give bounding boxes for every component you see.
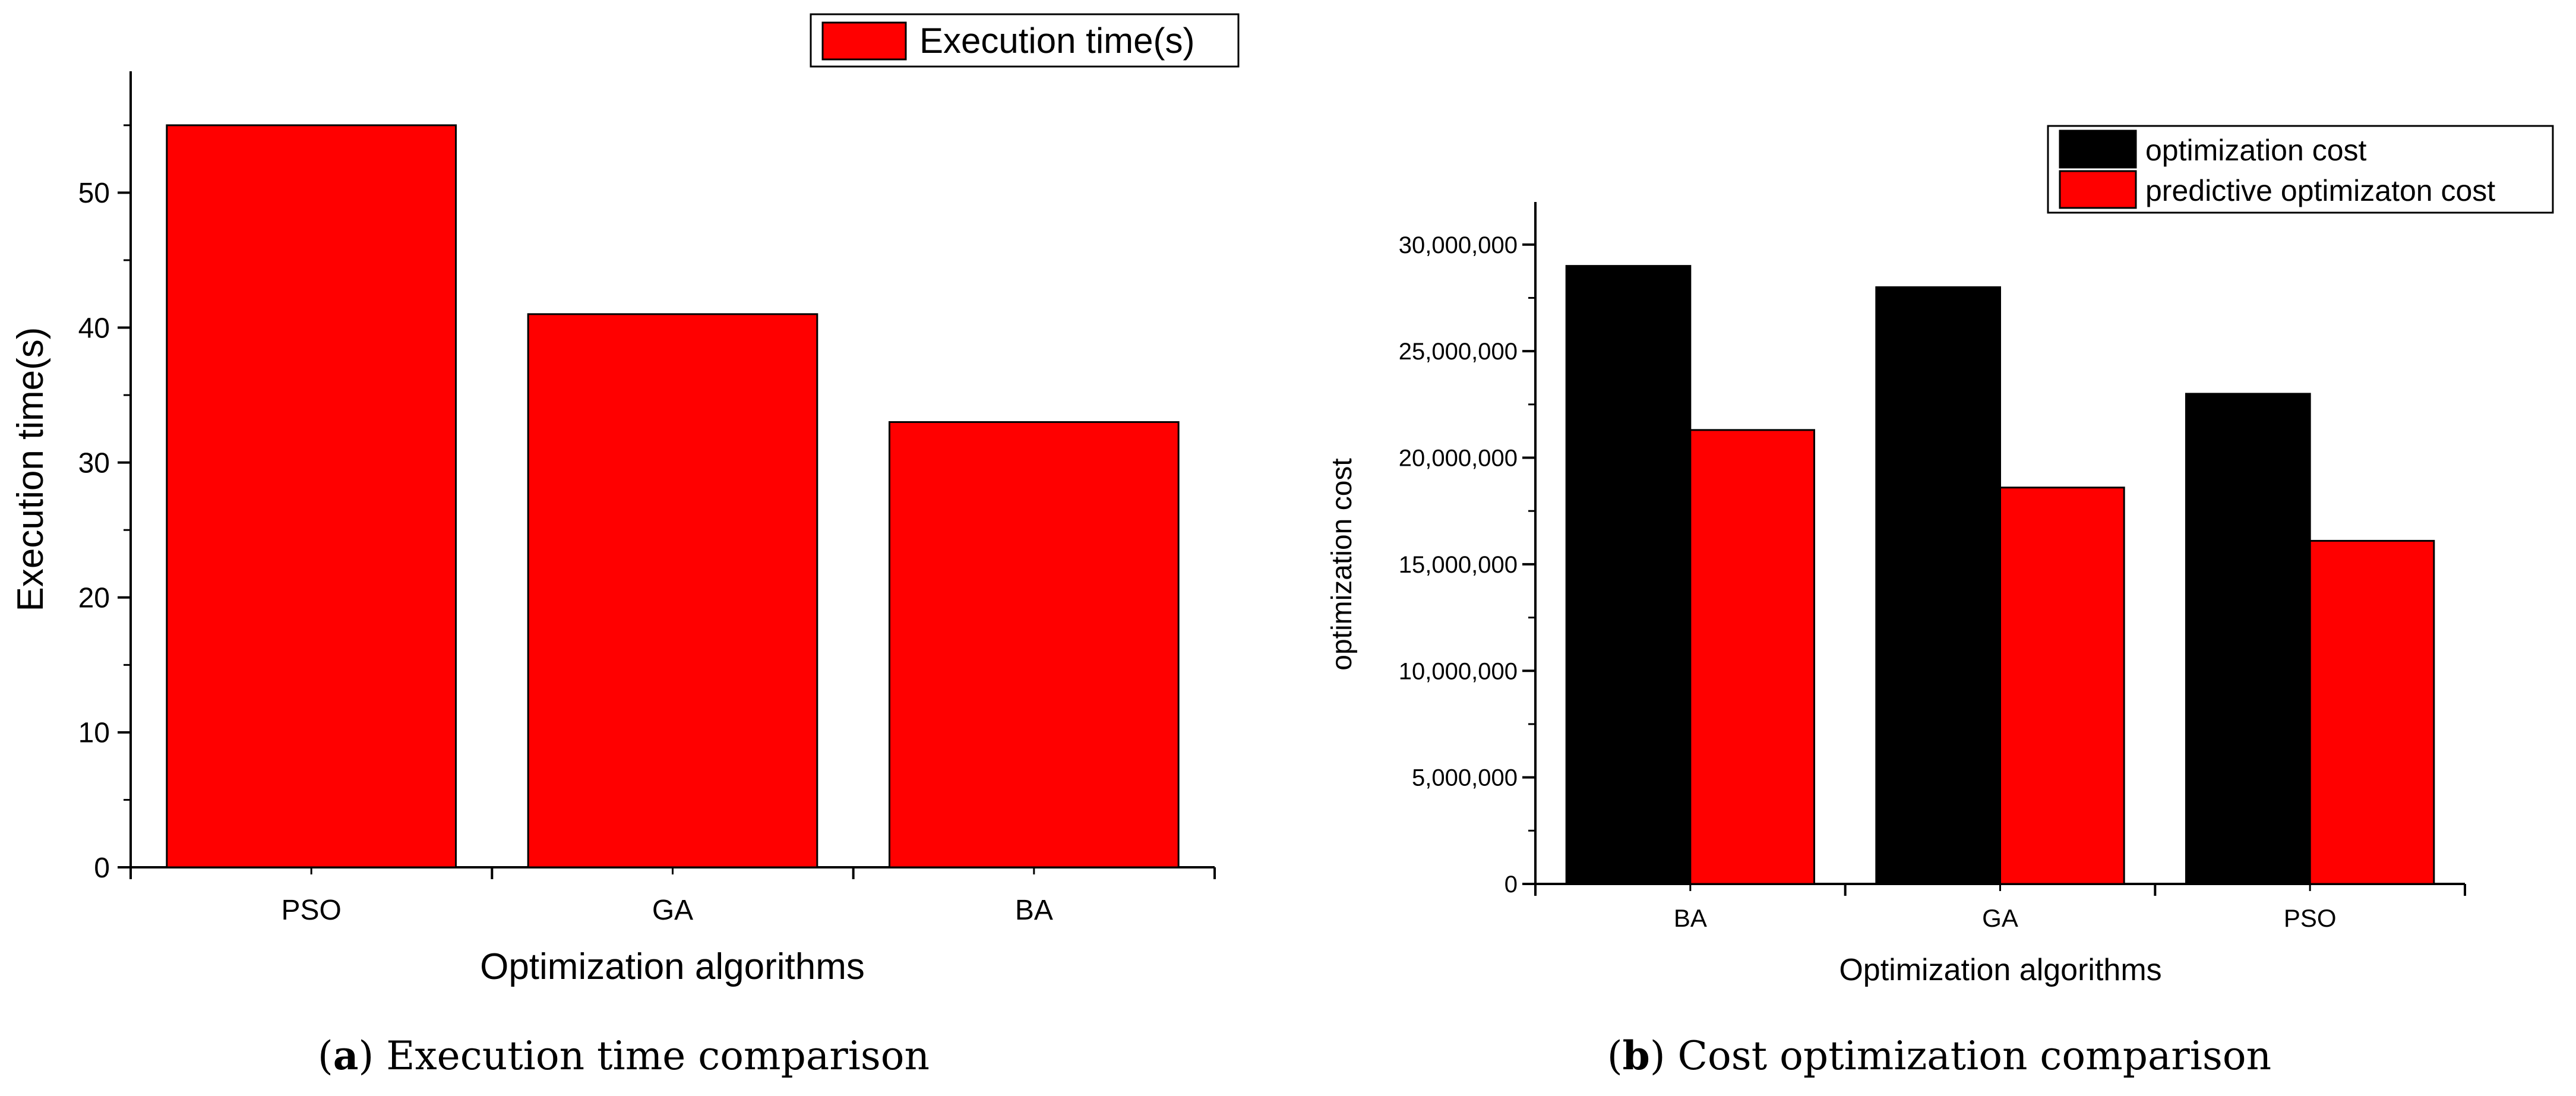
chart-b-caption-letter: b bbox=[1623, 1032, 1650, 1079]
chart-b-ytick-label: 15,000,000 bbox=[1399, 552, 1518, 578]
chart-b-caption-text: Cost optimization comparison bbox=[1665, 1033, 2272, 1079]
chart-b-bar-optimization-cost-ba bbox=[1565, 265, 1692, 885]
chart-a-legend-label: Execution time(s) bbox=[919, 21, 1194, 61]
chart-a-xtick-label-ba: BA bbox=[1015, 895, 1053, 926]
chart-a-ytick-label: 30 bbox=[78, 447, 110, 479]
chart-a-legend: Execution time(s) bbox=[810, 13, 1240, 68]
chart-b-ytick-label: 0 bbox=[1504, 871, 1518, 898]
chart-b-legend-label-predictive-cost: predictive optimizaton cost bbox=[2145, 174, 2495, 207]
chart-b-xtick-label-ga: GA bbox=[1982, 904, 2018, 932]
chart-b-ytick-label: 30,000,000 bbox=[1399, 232, 1518, 258]
chart-a-bar-execution-time-s-ga bbox=[527, 313, 818, 868]
chart-a-y-label: Execution time(s) bbox=[10, 327, 51, 612]
chart-a-legend-swatch bbox=[821, 21, 907, 61]
chart-b-ytick-label: 10,000,000 bbox=[1399, 658, 1518, 684]
chart-a-ytick-label: 50 bbox=[78, 178, 110, 209]
chart-a-x-label: Optimization algorithms bbox=[480, 946, 865, 987]
chart-a-caption: (a) Execution time comparison bbox=[318, 1032, 930, 1079]
chart-a-ytick-label: 20 bbox=[78, 583, 110, 614]
chart-a-ytick-label: 40 bbox=[78, 312, 110, 344]
chart-b-legend: optimization cost predictive optimizaton… bbox=[2047, 125, 2554, 214]
chart-b: 0 5,000,000 10,000,000 15,000,000 20,000,000… bbox=[1326, 125, 2554, 1079]
chart-b-bar-predictive-optimizaton-cost-ga bbox=[1999, 487, 2125, 885]
chart-a-bar-execution-time-s-ba bbox=[889, 421, 1180, 868]
chart-b-xtick-label-ba: BA bbox=[1674, 904, 1707, 932]
chart-a-xtick-label-ga: GA bbox=[652, 895, 693, 926]
chart-b-y-label: optimization cost bbox=[1326, 458, 1358, 671]
chart-a: 0 10 20 30 40 50 PSO GA BA Execution time(s) Op… bbox=[10, 13, 1240, 1079]
chart-b-bar-predictive-optimizaton-cost-ba bbox=[1689, 429, 1815, 885]
chart-b-x-label: Optimization algorithms bbox=[1839, 953, 2161, 987]
chart-b-ytick-label: 5,000,000 bbox=[1412, 765, 1518, 791]
chart-b-bar-predictive-optimizaton-cost-pso bbox=[2309, 539, 2435, 885]
chart-a-caption-text: Execution time comparison bbox=[374, 1033, 930, 1079]
chart-b-xtick-label-pso: PSO bbox=[2284, 904, 2337, 932]
chart-a-ytick-label: 0 bbox=[94, 852, 110, 884]
chart-b-legend-label-optimization-cost: optimization cost bbox=[2145, 134, 2366, 167]
chart-b-legend-swatch-optimization-cost bbox=[2059, 130, 2137, 169]
chart-b-caption: (b) Cost optimization comparison bbox=[1607, 1032, 2271, 1079]
chart-b-bar-optimization-cost-pso bbox=[2185, 393, 2311, 885]
chart-a-bar-execution-time-s-pso bbox=[166, 124, 457, 868]
chart-b-legend-swatch-predictive-cost bbox=[2059, 170, 2137, 209]
chart-b-bar-optimization-cost-ga bbox=[1875, 286, 2001, 885]
chart-a-caption-letter: a bbox=[333, 1032, 359, 1079]
chart-b-ytick-label: 25,000,000 bbox=[1399, 339, 1518, 365]
chart-a-xtick-label-pso: PSO bbox=[281, 895, 341, 926]
chart-b-ytick-label: 20,000,000 bbox=[1399, 446, 1518, 472]
chart-a-ytick-label: 10 bbox=[78, 718, 110, 749]
